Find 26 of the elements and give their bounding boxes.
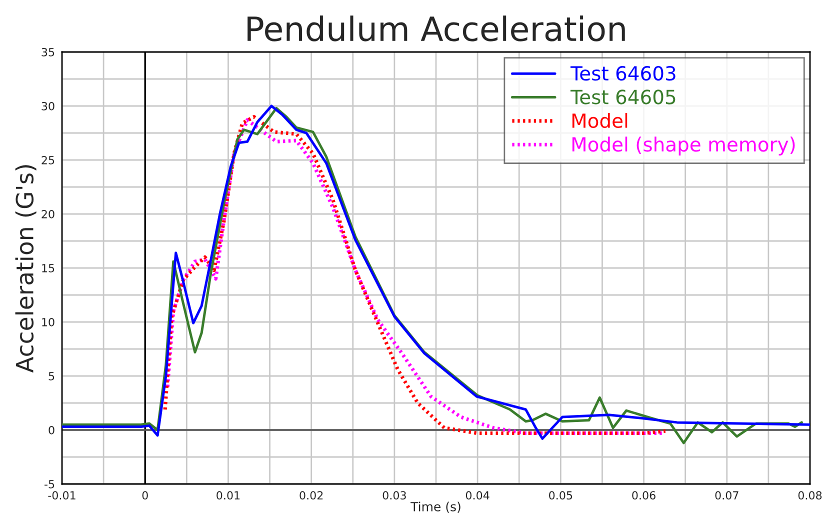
x-tick-label: 0.02 (300, 491, 323, 500)
y-tick-label: 0 (48, 426, 54, 434)
x-tick-label: 0.06 (632, 491, 656, 500)
y-tick-label: 5 (48, 372, 54, 380)
y-tick-label: 25 (42, 156, 54, 164)
x-tick-label: 0.07 (715, 491, 738, 500)
y-tick-label: 20 (42, 210, 54, 218)
legend-label: Model (572, 112, 628, 128)
y-tick-label: 10 (42, 318, 54, 326)
y-tick-label: 15 (42, 264, 54, 272)
y-tick-label: 35 (42, 48, 54, 56)
legend-label: Test 64605 (570, 90, 676, 104)
y-tick-label: -5 (44, 480, 54, 488)
x-tick-label: 0 (142, 491, 148, 500)
x-axis-title: Time (s) (410, 502, 460, 513)
x-tick-label: 0.01 (216, 491, 240, 500)
x-tick-label: 0.08 (798, 491, 822, 500)
x-tick-label: 0.04 (466, 491, 490, 500)
legend-label: Test 64603 (570, 66, 676, 81)
legend-label: Model (shape memory) (572, 136, 795, 156)
chart-title: Pendulum Acceleration (248, 16, 625, 42)
y-tick-label: 30 (42, 102, 54, 110)
x-tick-label: 0.03 (382, 491, 406, 500)
y-axis-title: Acceleration (G's) (15, 165, 36, 373)
x-tick-label: -0.01 (48, 491, 76, 500)
x-tick-label: 0.05 (549, 491, 572, 500)
